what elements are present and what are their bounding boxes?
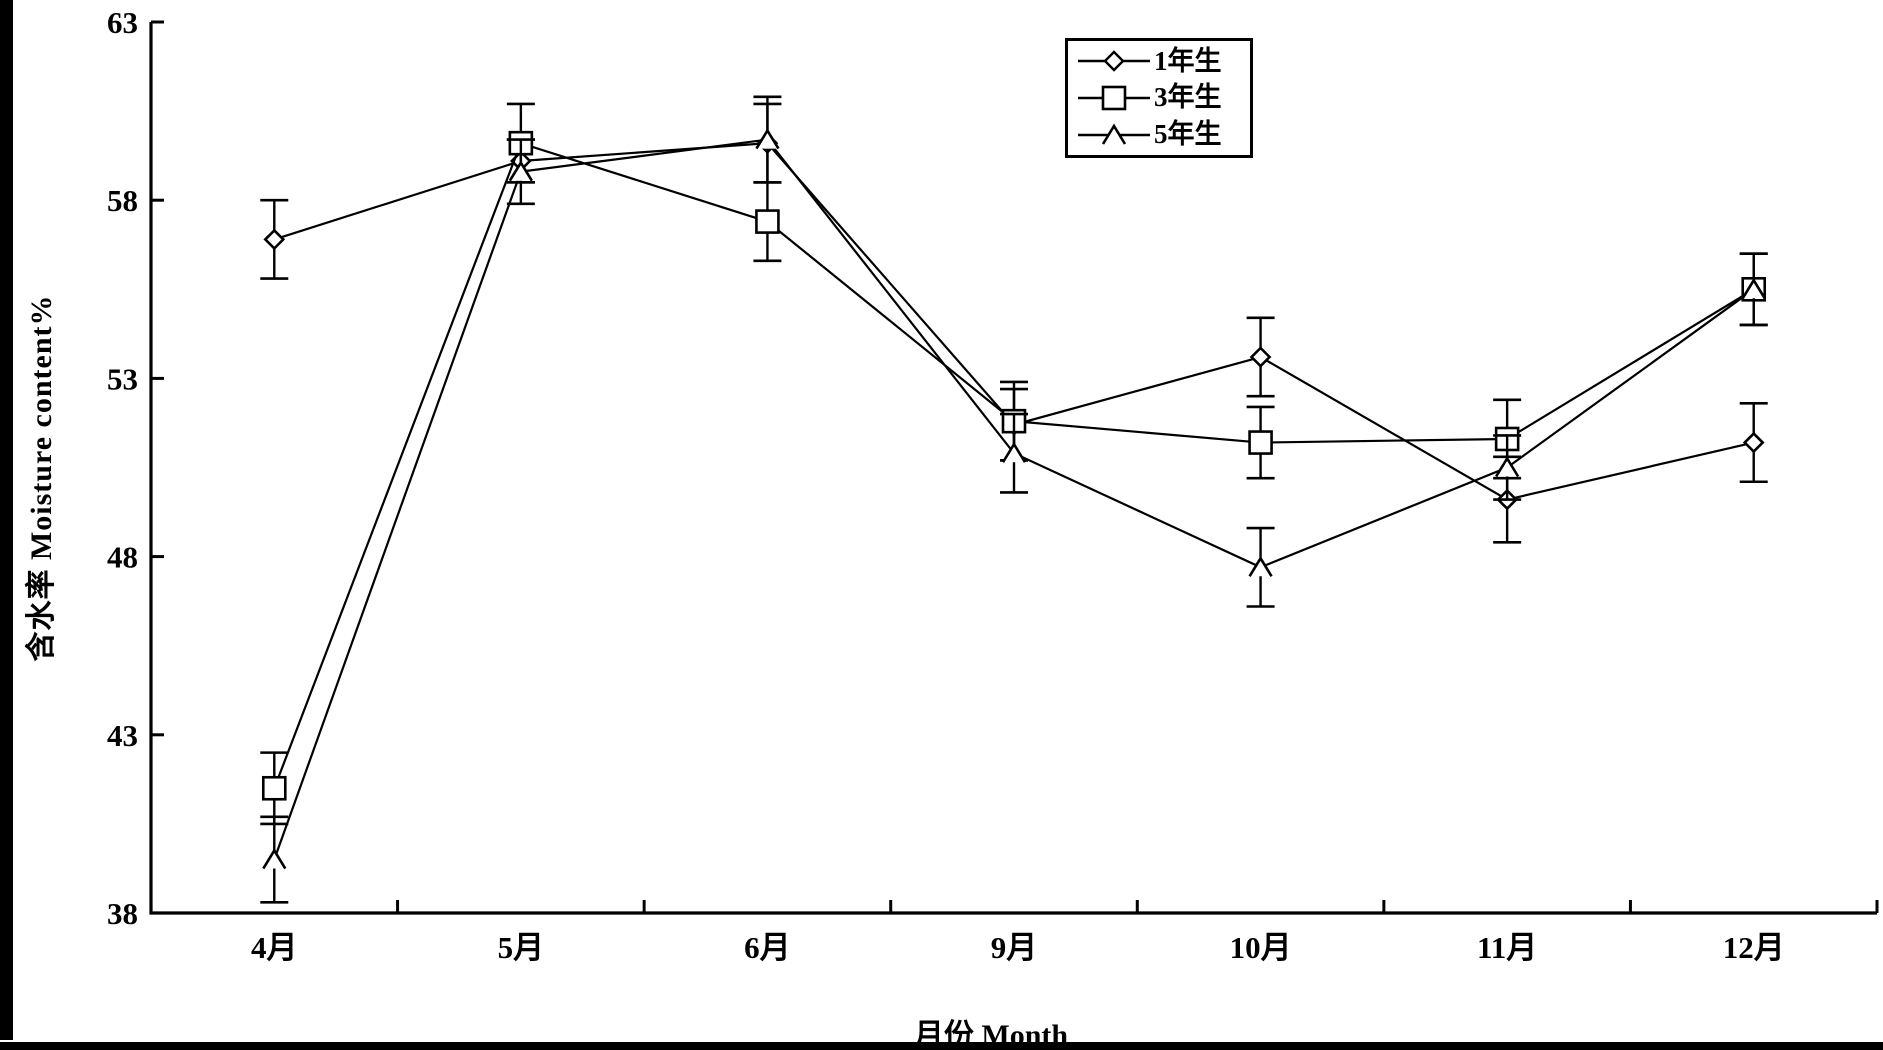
- y-tick-label: 63: [107, 5, 138, 40]
- legend-label: 3年生: [1154, 82, 1222, 113]
- triangle-marker: [262, 848, 287, 870]
- triangle-marker: [1495, 456, 1520, 478]
- y-tick-label: 58: [107, 183, 138, 218]
- scan-edge-left-bar: [0, 0, 13, 1040]
- x-tick-label: 12月: [1723, 930, 1785, 965]
- x-tick-label: 11月: [1477, 930, 1537, 965]
- square-marker: [261, 775, 287, 801]
- y-axis-ticks: 63 58 53 48 43 38: [107, 5, 164, 931]
- series-5年生: [260, 95, 1768, 904]
- legend-label: 5年生: [1154, 119, 1222, 150]
- triangle-marker: [1001, 441, 1027, 463]
- x-tick-label: 6月: [744, 930, 791, 965]
- y-tick-label: 38: [107, 896, 138, 931]
- x-tick-label: 10月: [1230, 930, 1292, 965]
- triangle-marker: [1248, 555, 1273, 577]
- legend: 1年生 3年生 5年生: [1065, 38, 1253, 158]
- y-axis-title: 含水率 Moisture content%: [25, 294, 58, 662]
- diamond-marker: [1742, 431, 1765, 454]
- y-tick-label: 53: [107, 361, 138, 396]
- x-tick-label: 9月: [991, 930, 1038, 965]
- scan-edge-bottom-bar: [0, 1042, 1883, 1050]
- legend-item-3nian: 3年生: [1076, 80, 1250, 116]
- series-line: [273, 138, 1755, 860]
- x-tick-label: 4月: [251, 930, 298, 965]
- x-axis-title: 月份 Month: [913, 1019, 1069, 1050]
- triangle-marker: [755, 128, 780, 150]
- diamond-marker: [263, 228, 286, 251]
- square-marker: [1248, 430, 1273, 455]
- square-marker: [755, 209, 780, 234]
- legend-diamond-line-icon: [1078, 50, 1150, 73]
- triangle-marker: [1741, 277, 1766, 299]
- y-tick-label: 43: [107, 718, 138, 753]
- legend-label: 1年生: [1154, 45, 1222, 76]
- y-tick-label: 48: [107, 540, 138, 575]
- legend-triangle-line-icon: [1078, 123, 1150, 145]
- legend-item-5nian: 5年生: [1076, 117, 1250, 153]
- x-tick-label: 5月: [498, 930, 545, 965]
- legend-square-line-icon: [1078, 85, 1150, 111]
- diamond-marker: [1249, 346, 1272, 368]
- triangle-marker: [508, 160, 533, 182]
- x-axis-ticks: 4月 5月 6月 9月 10月 11月 12月: [251, 900, 1879, 965]
- legend-item-1nian: 1年生: [1076, 43, 1250, 79]
